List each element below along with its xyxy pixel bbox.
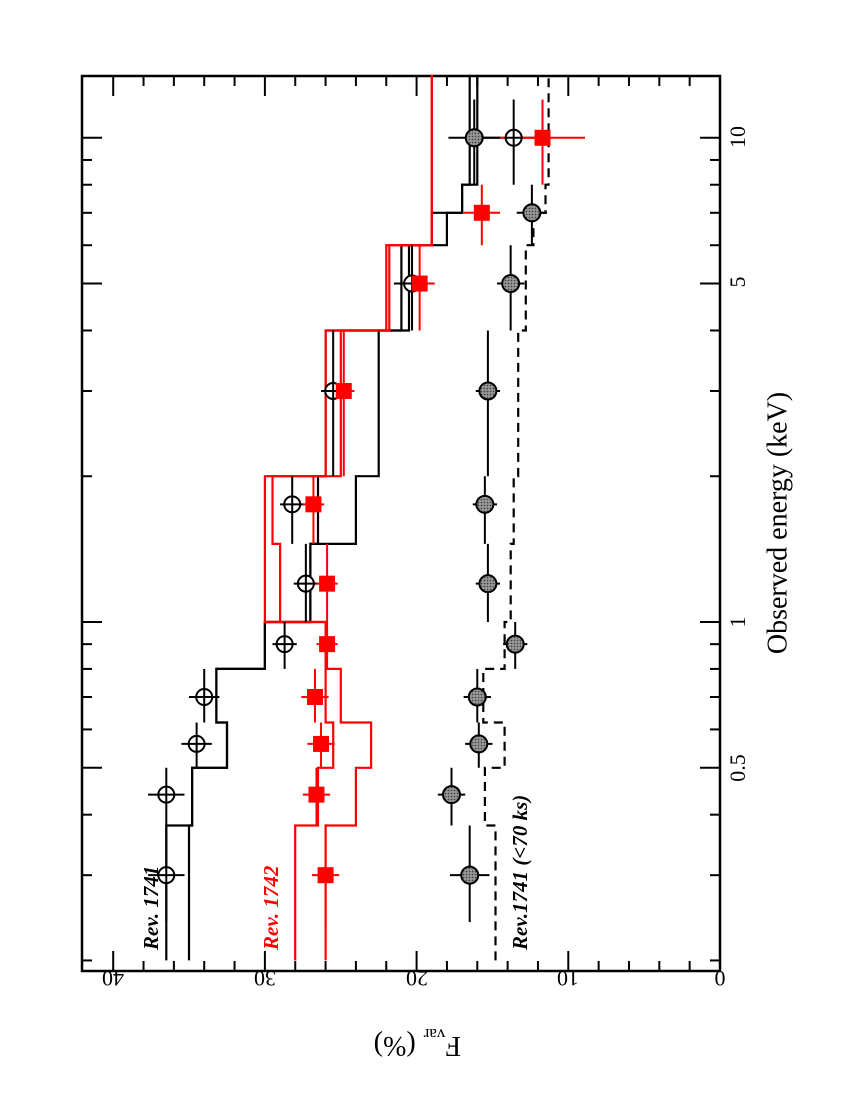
x-tick-label-10: 10: [725, 126, 750, 148]
series-label-rev1742: Rev. 1742: [259, 865, 283, 951]
marker-s1-p8: [411, 275, 428, 292]
model-histograms: [165, 74, 550, 961]
marker-s1-p0: [317, 867, 334, 884]
marker-s2-p7: [478, 381, 498, 401]
y-axis-title: Fvar (%): [374, 1025, 461, 1060]
y-tick-label-0: 0: [715, 966, 726, 991]
y-axis-title-symbol: F: [445, 1030, 461, 1061]
marker-s2-p3: [467, 687, 487, 707]
x-tick-label-0.5: 0.5: [725, 754, 750, 782]
marker-s2-p2: [469, 734, 489, 754]
marker-s1-p9: [473, 204, 490, 221]
model-line-1: [187, 74, 479, 961]
y-tick-label-20: 20: [406, 966, 428, 991]
model-line-2: [263, 74, 433, 961]
marker-s1-p10: [534, 129, 551, 146]
marker-s1-p5: [319, 575, 336, 592]
series-label-rev1741: Rev. 1741: [139, 866, 163, 951]
marker-s1-p2: [313, 735, 330, 752]
series-label-rev1741-short: Rev.1741 (<70 ks): [508, 795, 532, 951]
marker-s2-p9: [522, 203, 542, 223]
marker-s0-p3: [195, 688, 214, 707]
plot-frame: [80, 74, 722, 973]
marker-s2-p10: [464, 128, 484, 148]
marker-s0-p9: [504, 128, 523, 147]
marker-s2-p0: [460, 865, 480, 885]
marker-s2-p1: [441, 785, 461, 805]
marker-s1-p4: [319, 636, 336, 653]
axis-ticks: [82, 76, 721, 971]
svg-text:Fvar(%): Fvar (%): [374, 1025, 461, 1060]
model-line-0: [165, 74, 471, 961]
marker-s1-p6: [305, 496, 322, 513]
marker-s2-p8: [501, 274, 521, 294]
y-tick-label-10: 10: [557, 966, 579, 991]
marker-s1-p7: [335, 382, 352, 399]
model-line-3: [271, 74, 433, 961]
marker-s2-p5: [478, 574, 498, 594]
marker-s0-p5: [296, 574, 315, 593]
data-markers: [157, 128, 551, 885]
y-tick-label-40: 40: [102, 966, 124, 991]
y-axis-title-subscript: var: [423, 1025, 445, 1044]
x-tick-label-5: 5: [725, 277, 750, 288]
y-axis-title-unit: (%): [374, 1030, 416, 1061]
marker-s1-p1: [308, 786, 325, 803]
marker-s1-p3: [306, 689, 323, 706]
marker-s0-p6: [283, 495, 302, 514]
marker-s0-p1: [157, 785, 176, 804]
x-axis-title: Observed energy (keV): [762, 392, 793, 654]
marker-s0-p4: [275, 635, 294, 654]
marker-s2-p6: [475, 494, 495, 514]
marker-s0-p0: [157, 866, 176, 885]
marker-s0-p2: [187, 734, 206, 753]
x-tick-label-1: 1: [725, 617, 750, 628]
marker-s2-p4: [505, 634, 525, 654]
y-tick-label-30: 30: [254, 966, 276, 991]
